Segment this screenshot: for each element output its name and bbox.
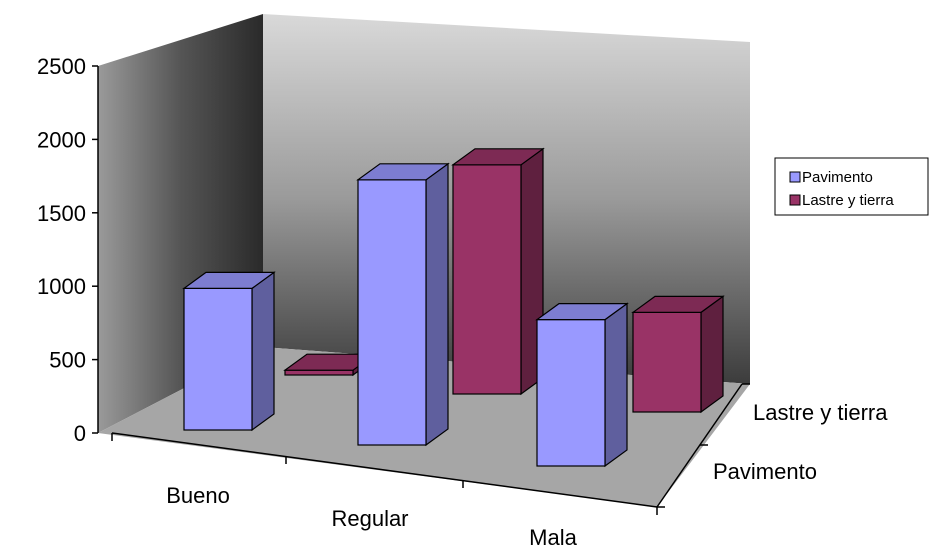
bar-front (452, 164, 522, 395)
value-axis-tick-label: 2000 (37, 127, 86, 152)
bar-top (535, 303, 629, 321)
legend-swatch-pavimento (789, 171, 801, 183)
bar-top (451, 148, 545, 166)
value-axis-tick-label: 1000 (37, 274, 86, 299)
bar-pavimento-mala (535, 302, 629, 468)
bar-top (182, 271, 276, 289)
legend: Pavimento Lastre y tierra (774, 157, 929, 216)
bar-front (284, 369, 354, 376)
category-axis-ticks (111, 433, 658, 515)
value-axis-tick-label: 500 (49, 348, 86, 373)
category-labels: Bueno Regular Mala (166, 483, 577, 548)
series-axis-ticks (657, 383, 750, 508)
legend-label-pavimento: Pavimento (802, 169, 873, 186)
category-label-mala: Mala (529, 525, 577, 548)
bar-front (632, 311, 702, 413)
bar-side (700, 295, 724, 414)
bar-pavimento-bueno (182, 271, 276, 432)
bar-side (425, 162, 449, 447)
bars (182, 147, 725, 468)
value-axis-tick-label: 1500 (37, 201, 86, 226)
bar-top (356, 163, 450, 181)
bar-lastre-y-tierra-regular (451, 147, 545, 396)
series-axis-label-lastre-y-tierra: Lastre y tierra (753, 400, 888, 425)
value-axis-ticks: 0 500 1000 1500 2000 2500 (37, 54, 98, 446)
bar-side (604, 302, 628, 468)
bar-pavimento-regular (356, 162, 450, 447)
legend-swatch-lastre-y-tierra (789, 194, 801, 206)
series-axis-labels: Pavimento Lastre y tierra (713, 400, 888, 484)
bar-side (251, 271, 275, 432)
category-label-regular: Regular (331, 506, 408, 531)
bar-front (357, 179, 427, 446)
bar-top (631, 295, 725, 313)
bar-front (536, 319, 606, 467)
series-axis-label-pavimento: Pavimento (713, 459, 817, 484)
bar-lastre-y-tierra-mala (631, 295, 725, 414)
bar-front (183, 287, 253, 431)
value-axis-tick-label: 2500 (37, 54, 86, 79)
series-axis-line (656, 383, 743, 508)
value-axis-tick-label: 0 (74, 421, 86, 446)
category-axis-line (111, 432, 658, 508)
legend-label-lastre-y-tierra: Lastre y tierra (802, 192, 894, 209)
category-label-bueno: Bueno (166, 483, 230, 508)
